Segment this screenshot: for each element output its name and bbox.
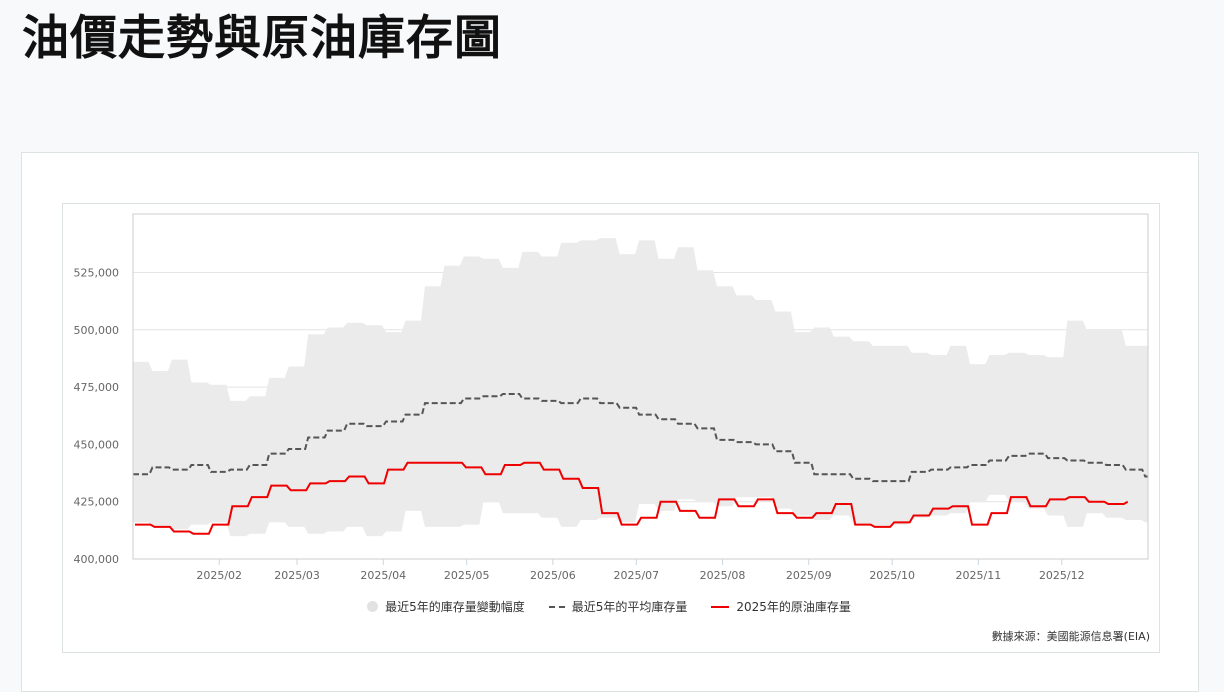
current-inventory-line bbox=[135, 461, 1129, 535]
y-axis-labels: 400,000 425,000 450,000 475,000 500,000 525,0… bbox=[74, 267, 120, 567]
legend-average-label: 最近5年的平均庫存量 bbox=[571, 600, 688, 614]
x-tick-label: 2025/05 bbox=[444, 569, 490, 582]
y-tick-label: 525,000 bbox=[74, 267, 120, 280]
page-title: 油價走勢與原油庫存圖 bbox=[22, 11, 502, 66]
legend-item-range[interactable]: 最近5年的庫存量變動幅度 bbox=[367, 598, 531, 615]
legend-item-current[interactable]: 2025年的原油庫存量 bbox=[711, 598, 857, 615]
x-tick-label: 2025/02 bbox=[196, 569, 242, 582]
x-axis-labels: 2025/02 2025/03 2025/04 2025/05 2025/06 2025/… bbox=[196, 559, 1085, 582]
plot-area-border bbox=[132, 213, 1149, 560]
x-tick-label: 2025/04 bbox=[360, 569, 406, 582]
x-tick-label: 2025/07 bbox=[613, 569, 659, 582]
y-tick-label: 450,000 bbox=[74, 438, 120, 451]
data-source-note: 數據來源：美國能源信息署(EIA) bbox=[991, 630, 1150, 643]
x-tick-label: 2025/09 bbox=[786, 569, 832, 582]
x-tick-label: 2025/12 bbox=[1039, 569, 1085, 582]
dashed-line-swatch-icon bbox=[548, 605, 565, 608]
legend-item-average[interactable]: 最近5年的平均庫存量 bbox=[548, 598, 694, 615]
red-line-swatch-icon bbox=[711, 605, 730, 608]
chart-legend: 最近5年的庫存量變動幅度 最近5年的平均庫存量 2025年的原油庫存量 bbox=[0, 598, 1224, 615]
legend-range-label: 最近5年的庫存量變動幅度 bbox=[385, 600, 525, 614]
y-tick-label: 400,000 bbox=[74, 553, 120, 566]
y-tick-label: 475,000 bbox=[74, 381, 120, 394]
x-tick-label: 2025/08 bbox=[700, 569, 746, 582]
x-tick-label: 2025/11 bbox=[956, 569, 1002, 582]
inventory-chart: 400,000 425,000 450,000 475,000 500,000 525,0… bbox=[74, 213, 1149, 582]
y-tick-label: 500,000 bbox=[74, 324, 120, 337]
legend-current-label: 2025年的原油庫存量 bbox=[736, 600, 851, 614]
x-tick-label: 2025/03 bbox=[274, 569, 320, 582]
five-year-range-band bbox=[133, 238, 1148, 537]
x-tick-label: 2025/10 bbox=[869, 569, 915, 582]
range-swatch-icon bbox=[367, 601, 379, 612]
five-year-average-line bbox=[133, 392, 1148, 483]
y-tick-label: 425,000 bbox=[74, 496, 120, 509]
x-tick-label: 2025/06 bbox=[530, 569, 576, 582]
